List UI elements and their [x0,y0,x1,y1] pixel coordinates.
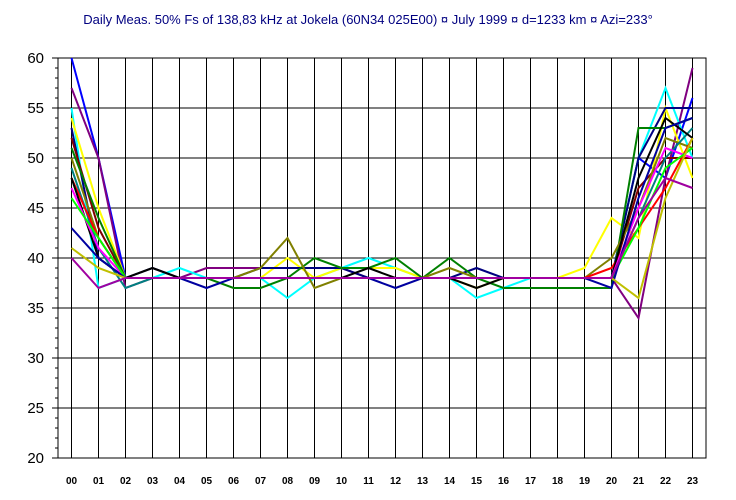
y-tick-label: 20 [27,450,44,467]
minor-ticks [52,57,58,459]
x-tick-label: 19 [579,476,591,487]
x-tick-label: 11 [363,476,374,487]
x-tick-label: 08 [282,476,294,487]
chart-title: Daily Meas. 50% Fs of 138,83 kHz at Joke… [83,12,653,27]
y-tick-label: 60 [27,50,44,67]
x-tick-label: 22 [660,476,672,487]
x-tick-label: 00 [66,476,78,487]
x-tick-label: 09 [309,476,321,487]
y-axis: 20 25 30 35 40 45 50 55 60 [27,50,44,467]
y-tick-label: 35 [27,300,44,317]
x-tick-label: 23 [687,476,699,487]
x-tick-label: 10 [336,476,348,487]
y-tick-label: 45 [27,200,44,217]
x-tick-label: 03 [147,476,159,487]
y-tick-label: 55 [27,100,44,117]
x-tick-label: 05 [201,476,213,487]
x-tick-label: 16 [498,476,510,487]
x-tick-label: 14 [444,476,456,487]
x-tick-label: 13 [417,476,429,487]
x-tick-label: 20 [606,476,618,487]
y-tick-label: 40 [27,250,44,267]
x-tick-label: 06 [228,476,240,487]
x-tick-label: 15 [471,476,483,487]
x-tick-label: 01 [93,476,105,487]
x-tick-label: 12 [390,476,402,487]
x-tick-label: 21 [633,476,645,487]
y-tick-label: 25 [27,400,44,417]
series-group [70,57,694,321]
x-tick-label: 02 [120,476,132,487]
y-tick-label: 50 [27,150,44,167]
x-axis: 00 01 02 03 04 05 06 07 08 09 10 11 12 13 14 15 16 17 18 19… [66,476,699,487]
x-tick-label: 04 [174,476,186,487]
x-tick-label: 18 [552,476,564,487]
y-tick-label: 30 [27,350,44,367]
series-line-15 [70,176,693,290]
x-tick-label: 07 [255,476,267,487]
x-tick-label: 17 [525,476,537,487]
